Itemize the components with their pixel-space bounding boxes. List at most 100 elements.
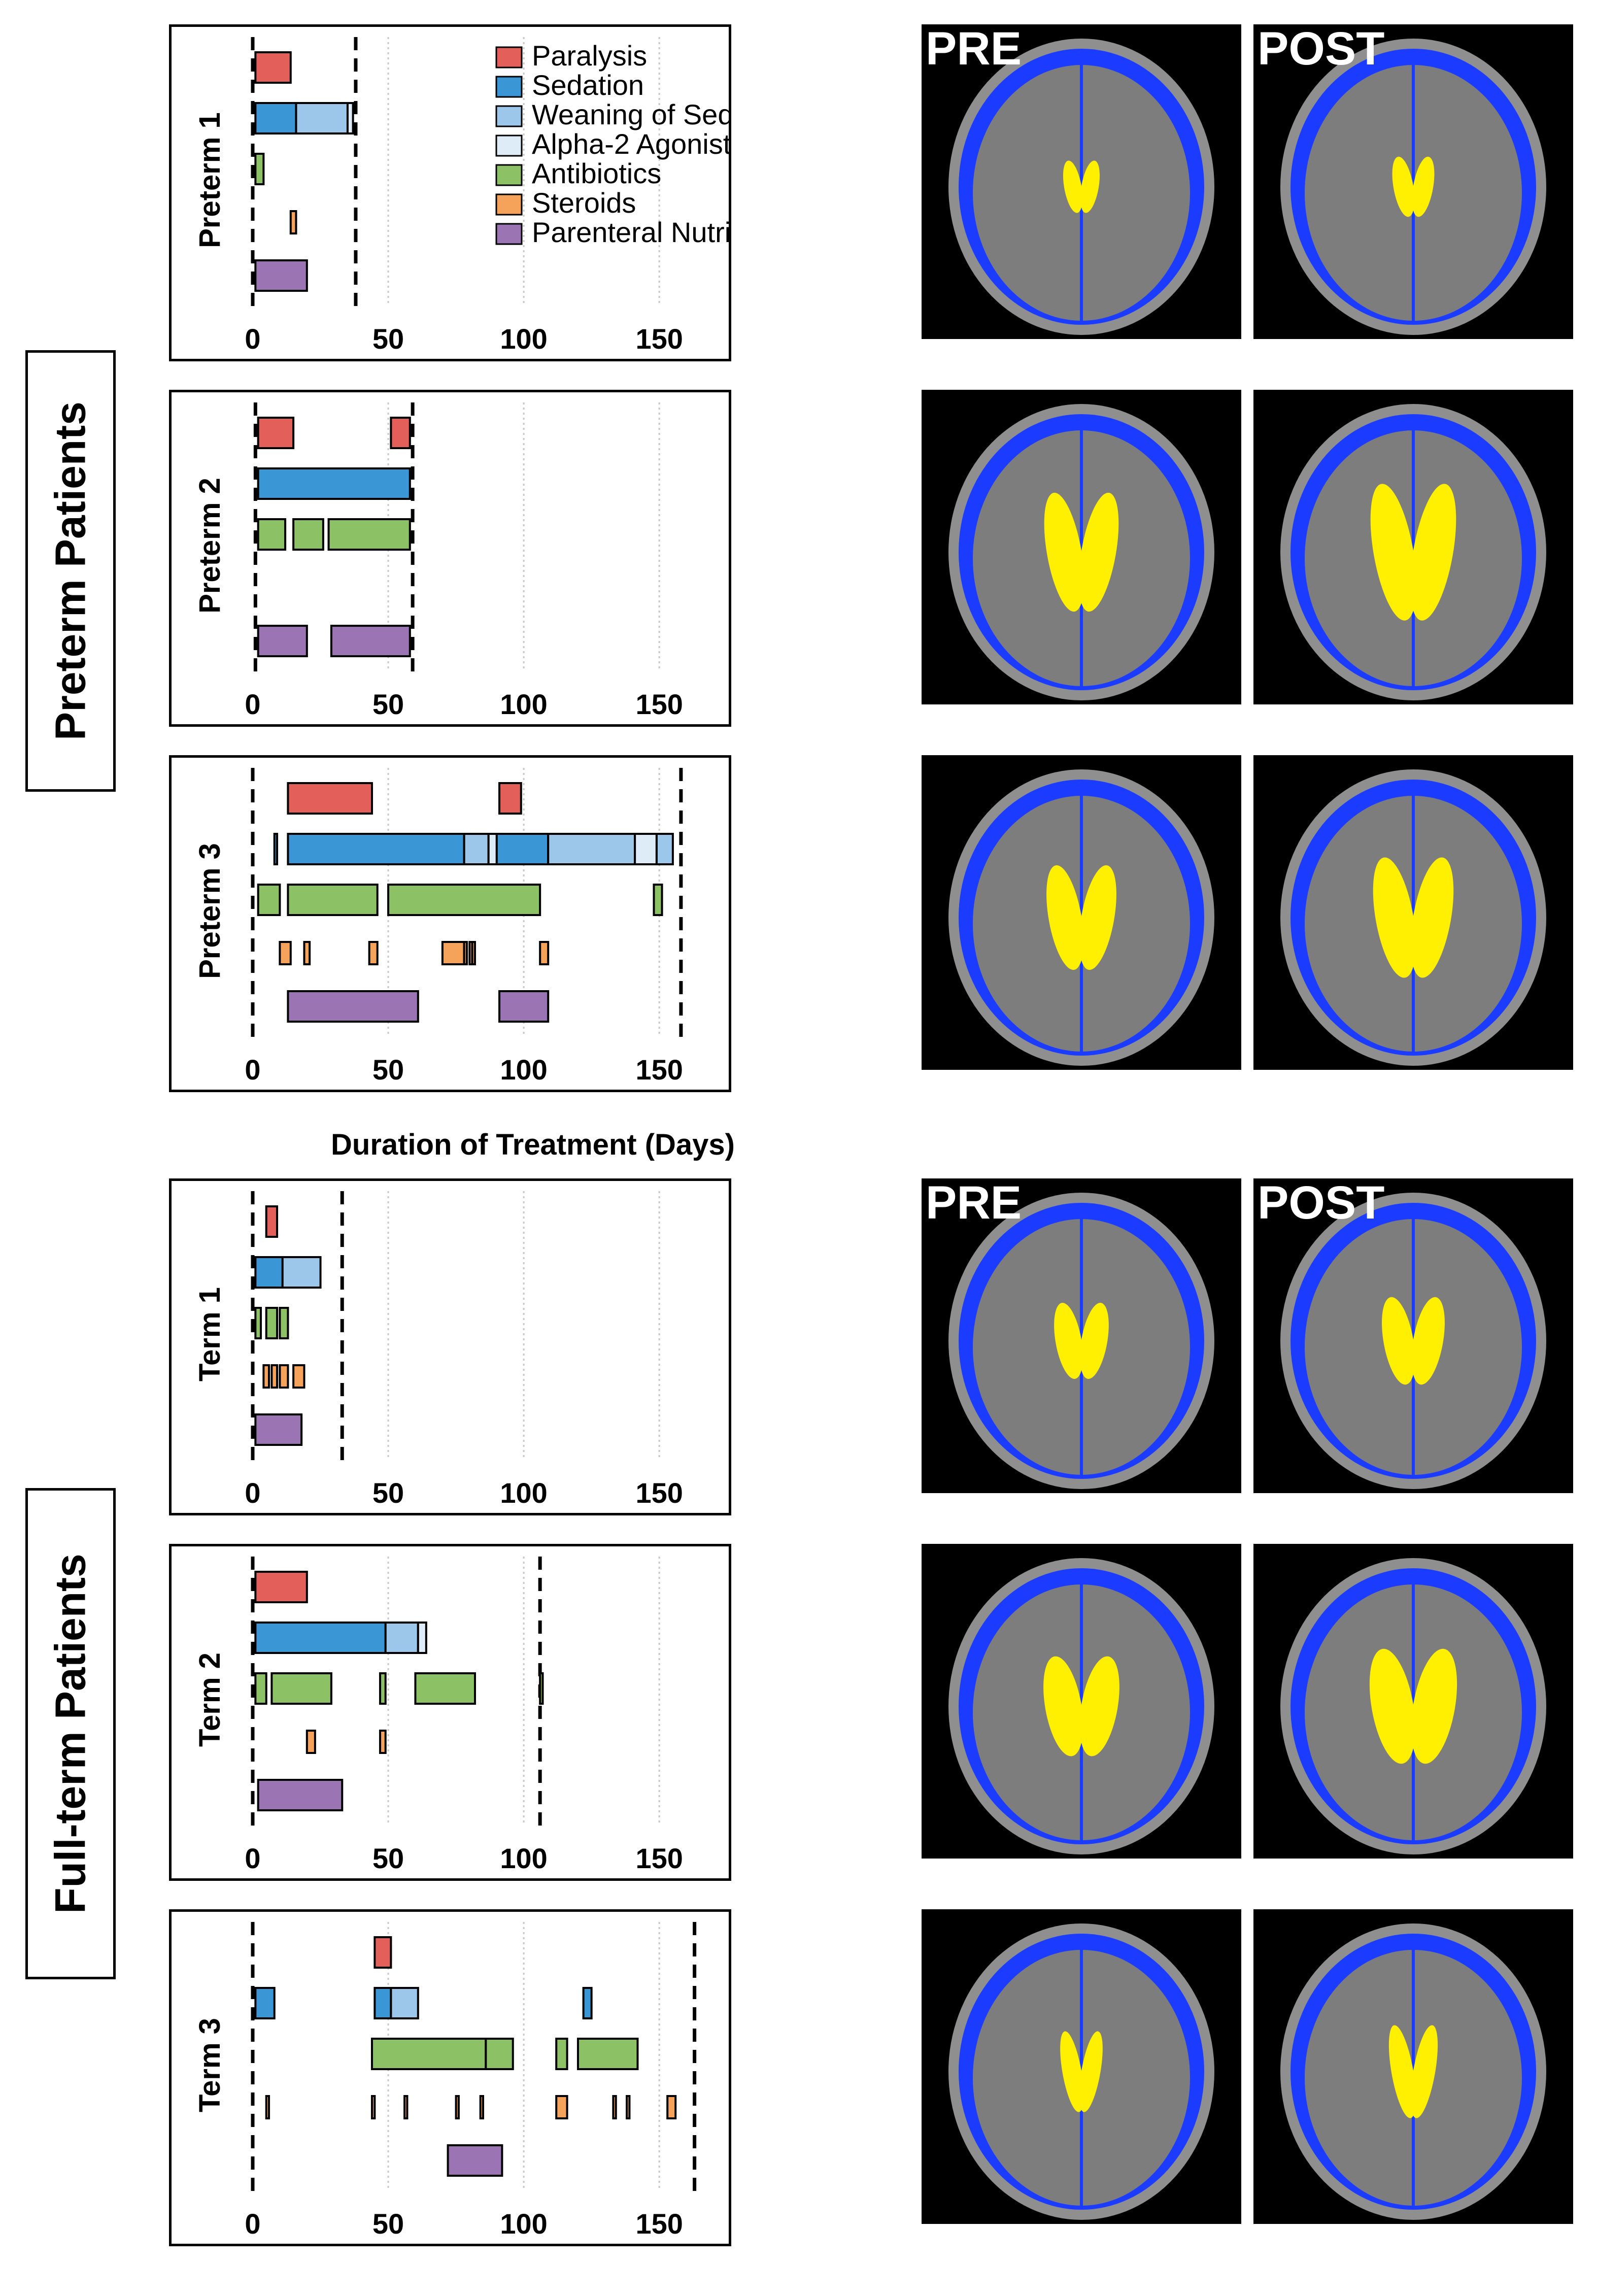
ventricle <box>1043 1656 1083 1757</box>
chart-panel-1: 0 50 100 150 Preterm 1 Paralysis Sedation Weani… <box>169 24 731 361</box>
tick-label: 50 <box>372 688 404 720</box>
treatment-bar <box>417 1622 427 1654</box>
ventricle <box>1388 2025 1416 2118</box>
patient-label: Preterm 2 <box>193 478 226 614</box>
treatment-bar <box>287 884 379 916</box>
mri-scan-post <box>1253 390 1573 704</box>
tick-label: 150 <box>635 1842 683 1874</box>
chart-svg-6: 0 50 100 150 Term 3 <box>193 1922 697 2240</box>
ventricle <box>1078 492 1119 612</box>
pre-label: PRE <box>926 24 1022 75</box>
chart-panel-4: 0 50 100 150 Term 1 <box>169 1178 731 1515</box>
legend-swatch <box>495 76 523 98</box>
treatment-bar <box>371 2038 487 2070</box>
tick-label: 100 <box>500 1477 547 1509</box>
treatment-bar <box>303 941 311 965</box>
treatment-bar <box>265 1307 279 1339</box>
treatment-bar <box>539 1672 544 1705</box>
chart-panel-2: 0 50 100 150 Preterm 2 <box>169 390 731 727</box>
mri-scan-pre: PRE <box>922 24 1241 339</box>
chart-panel-6: 0 50 100 150 Term 3 <box>169 1909 731 2246</box>
treatment-bar <box>576 2038 639 2070</box>
ventricle <box>1079 865 1116 970</box>
mri-scan-pre <box>922 390 1241 704</box>
ventricle <box>1392 156 1415 217</box>
treatment-bar <box>387 884 541 916</box>
treatment-bar <box>379 1730 387 1754</box>
treatment-bar <box>279 1364 289 1389</box>
treatment-bar <box>270 1364 279 1389</box>
treatment-bar <box>254 259 308 292</box>
mri-scan-post: POST <box>1253 24 1573 339</box>
group-label-preterm-text: Preterm Patients <box>46 401 94 740</box>
mri-image <box>1280 404 1546 700</box>
treatment-bar <box>539 941 550 965</box>
treatment-bar <box>666 2095 677 2119</box>
ventricle <box>1044 492 1084 612</box>
treatment-bar <box>257 884 281 916</box>
treatment-bar <box>441 941 465 965</box>
treatment-bar <box>368 941 379 965</box>
ventricle <box>1369 1648 1416 1764</box>
mri-scan-post <box>1253 1909 1573 2224</box>
treatment-bar <box>634 833 658 865</box>
mri-scan-pre <box>922 755 1241 1070</box>
tick-label: 150 <box>635 1477 683 1509</box>
treatment-bar <box>498 990 550 1023</box>
ventricle <box>1080 160 1100 213</box>
treatment-bar <box>487 833 498 865</box>
treatment-bar <box>257 1779 344 1811</box>
treatment-bar <box>414 1672 476 1705</box>
treatment-bar <box>463 941 468 965</box>
treatment-bar <box>582 1987 593 2019</box>
tick-label: 100 <box>500 688 547 720</box>
ventricle <box>1373 857 1416 978</box>
mri-image <box>948 1558 1214 1854</box>
mri-scan-pre: PRE <box>922 1178 1241 1493</box>
treatment-bar <box>373 1987 392 2019</box>
treatment-bar <box>305 1730 316 1754</box>
group-label-preterm: Preterm Patients <box>25 350 116 792</box>
tick-label: 100 <box>500 1054 547 1086</box>
treatment-bar <box>330 625 411 657</box>
treatment-bar <box>287 782 373 815</box>
patient-label: Term 3 <box>193 2018 226 2112</box>
x-axis-label: Duration of Treatment (Days) <box>331 1128 735 1161</box>
treatment-bar <box>471 941 476 965</box>
mri-scan-post <box>1253 755 1573 1070</box>
mri-image <box>948 769 1214 1066</box>
tick-label: 0 <box>245 1477 260 1509</box>
treatment-bar <box>254 51 292 84</box>
treatment-bar <box>254 1256 284 1289</box>
ventricle <box>1080 1303 1109 1379</box>
mri-image <box>948 39 1214 335</box>
group-label-fullterm-text: Full-term Patients <box>46 1554 94 1914</box>
treatment-bar <box>346 102 354 134</box>
ventricle <box>1046 865 1084 970</box>
treatment-bar <box>257 467 411 500</box>
tick-label: 150 <box>635 323 683 355</box>
chart-svg-3: 0 50 100 150 Preterm 3 <box>193 768 683 1086</box>
ventricle <box>1063 160 1083 213</box>
treatment-bar <box>292 518 324 551</box>
treatment-bar <box>287 833 465 865</box>
mri-image <box>1280 1558 1546 1854</box>
tick-label: 0 <box>245 688 260 720</box>
legend-label: Steroids <box>532 187 636 219</box>
tick-label: 150 <box>635 688 683 720</box>
post-label: POST <box>1258 24 1385 75</box>
mri-image <box>1280 39 1546 335</box>
patient-label: Preterm 3 <box>193 843 226 979</box>
treatment-bar <box>373 1936 392 1969</box>
chart-svg-1: 0 50 100 150 Preterm 1 ParalysisSedationWeani… <box>193 37 729 355</box>
ventricle <box>1410 2025 1438 2118</box>
legend-swatch <box>495 164 523 186</box>
mri-image <box>1280 1923 1546 2220</box>
legend-label: Weaning of Sedation <box>532 98 729 130</box>
treatment-bar <box>257 518 287 551</box>
treatment-bar <box>403 2095 409 2119</box>
chart-svg-2: 0 50 100 150 Preterm 2 <box>193 402 683 720</box>
chart-svg-4: 0 50 100 150 Term 1 <box>193 1191 683 1509</box>
treatment-bar <box>626 2095 631 2119</box>
treatment-bar <box>254 1307 262 1339</box>
